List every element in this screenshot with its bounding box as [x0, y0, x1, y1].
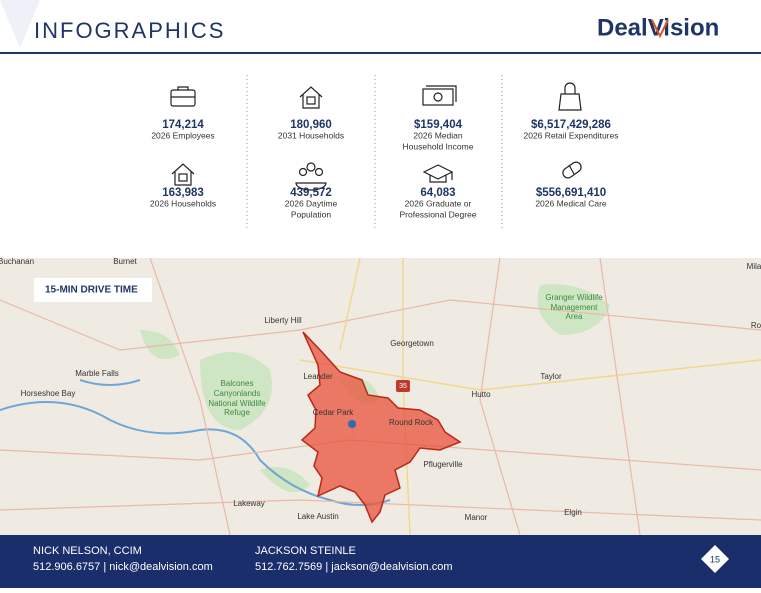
footer [0, 535, 761, 588]
park-label: National Wildlife [208, 399, 266, 408]
place: Elgin [564, 508, 582, 517]
stat-value: 174,214 [162, 119, 204, 131]
park-label: Granger Wildlife [545, 293, 603, 302]
contact-name: JACKSON STEINLE [255, 545, 356, 557]
map-badge: 15-MIN DRIVE TIME [45, 285, 138, 296]
place: Buchanan [0, 257, 34, 266]
page-badge [701, 545, 729, 573]
place: Lake Austin [297, 512, 338, 521]
separators [246, 75, 503, 228]
stat-label: 2026 Employees [151, 130, 214, 140]
place: Georgetown [390, 339, 434, 348]
place: Marble Falls [75, 369, 119, 378]
stat-value: 180,960 [290, 119, 332, 131]
stat-value: $6,517,429,286 [531, 119, 611, 131]
place: Horseshoe Bay [21, 389, 76, 398]
place: Burnet [113, 257, 137, 266]
stat-label: Population [291, 209, 331, 219]
contact-name: NICK NELSON, CCIM [33, 545, 142, 557]
stat-label: 2026 Medical Care [535, 198, 607, 208]
place: Liberty Hill [264, 316, 302, 325]
stat-label: 2026 Median [413, 130, 462, 140]
place: Hutto [471, 390, 491, 399]
stat-value: 163,983 [162, 187, 204, 199]
place: Taylor [540, 372, 562, 381]
page-title: INFOGRAPHICS [34, 18, 225, 43]
place: Lakeway [233, 499, 265, 508]
place: Round Rock [389, 418, 434, 427]
park-label: Area [566, 312, 583, 321]
stat-value: $556,691,410 [536, 187, 606, 199]
contact-details: 512.762.7569 | jackson@dealvision.com [255, 561, 452, 573]
header-decoration [0, 0, 40, 48]
highway-shield: 35 [399, 383, 407, 390]
stat-value: 64,083 [420, 187, 455, 199]
place: Cedar Park [313, 408, 354, 417]
stat-label: 2026 Graduate or [405, 198, 472, 208]
stat-label: Professional Degree [399, 209, 476, 219]
park-label: Management [551, 303, 598, 312]
place: Pflugerville [423, 460, 463, 469]
header-rule [0, 52, 761, 54]
stat-value: 439,572 [290, 187, 332, 199]
place: Mila [747, 262, 761, 271]
stat-label: 2026 Retail Expenditures [524, 130, 619, 140]
stat-value: $159,404 [414, 119, 463, 131]
logo: DealVision [597, 14, 719, 41]
page-number: 15 [710, 554, 720, 564]
contact-details: 512.906.6757 | nick@dealvision.com [33, 561, 213, 573]
park-label: Refuge [224, 408, 250, 417]
stat-label: 2031 Households [278, 130, 344, 140]
place: Manor [465, 513, 488, 522]
place: Ro [751, 321, 761, 330]
stat-label: 2026 Households [150, 198, 216, 208]
stat-label: Household Income [403, 141, 474, 151]
logo-mark [651, 19, 669, 39]
place: Leander [303, 372, 333, 381]
icons [170, 82, 582, 191]
park-label: Balcones [221, 379, 254, 388]
stat-label: 2026 Daytime [285, 198, 338, 208]
map: 35 15-MIN DRIVE TIME Buchanan Burnet Lib… [0, 257, 761, 536]
park-label: Canyonlands [214, 389, 261, 398]
